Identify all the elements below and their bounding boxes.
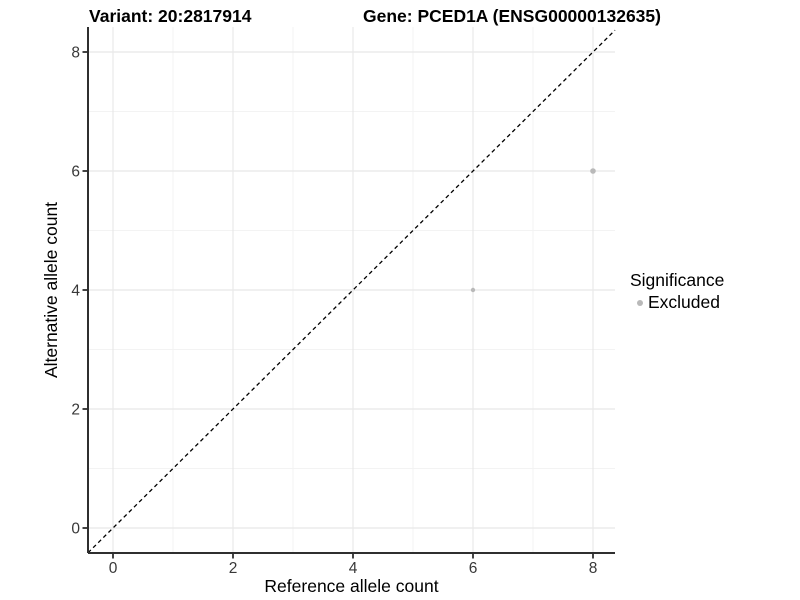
y-tick-label: 6 [71,164,80,181]
legend-item-excluded: Excluded [630,292,724,313]
x-tick-label: 8 [589,560,598,577]
legend-key-dot-icon [637,299,643,306]
y-tick-label: 0 [71,521,80,538]
y-tick-label: 2 [71,402,80,419]
data-point [470,287,476,293]
identity-line [87,29,616,554]
y-tick-label: 4 [71,283,80,300]
x-tick-label: 6 [469,560,478,577]
y-tick-label: 8 [71,45,80,62]
x-axis-title: Reference allele count [264,576,439,596]
x-tick-label: 0 [109,560,118,577]
legend: Significance Excluded [630,270,724,313]
y-axis-title: Alternative allele count [41,202,61,378]
x-tick-label: 4 [349,560,358,577]
legend-title: Significance [630,270,725,290]
plot-title-variant: Variant: 20:2817914 [89,6,252,26]
plot-title-gene: Gene: PCED1A (ENSG00000132635) [363,6,661,26]
x-tick-label: 2 [229,560,238,577]
data-point [590,168,596,174]
legend-item-label: Excluded [648,292,720,312]
